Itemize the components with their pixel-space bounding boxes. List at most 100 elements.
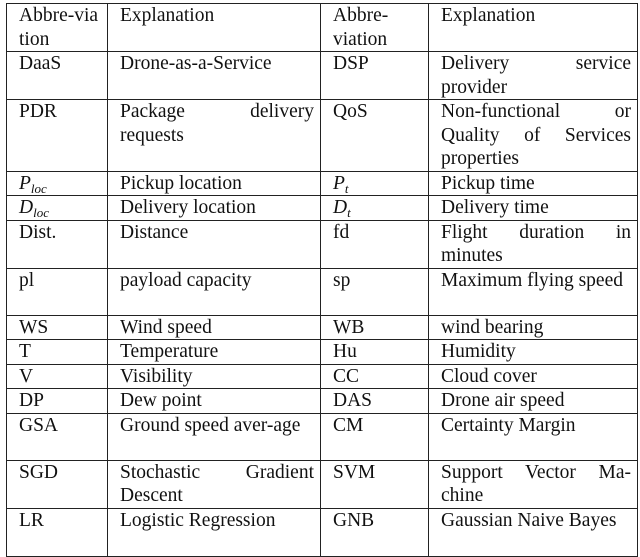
explanation-cell: Maximum flying speed: [428, 267, 638, 316]
abbreviation-cell: DaaS: [6, 51, 108, 100]
abbreviation-subscript: loc: [30, 180, 47, 196]
abbreviation-cell: WB: [320, 314, 429, 340]
abbreviation-cell: DSP: [320, 51, 429, 100]
abbreviation-base: LR: [19, 509, 44, 531]
abbreviation-cell: SGD: [6, 459, 108, 509]
explanation-cell: Package delivery requests: [107, 99, 321, 172]
abbreviation-base: DAS: [333, 390, 373, 411]
explanation-cell: Pickup location: [107, 170, 321, 196]
abbreviation-base: DP: [19, 390, 44, 411]
header-abbreviation-2: Abbre-viation: [320, 3, 429, 52]
abbreviation: CC: [333, 366, 359, 387]
abbreviation-cell: Dt: [320, 195, 429, 221]
table-row: Ploc Pickup location Pt Pickup time: [6, 170, 638, 196]
explanation-cell: Distance: [107, 219, 321, 269]
abbreviation-base: fd: [333, 221, 350, 243]
header-abbreviation: Abbre-viation: [6, 3, 108, 52]
abbreviation: GSA: [19, 415, 58, 436]
abbreviation-base: DaaS: [19, 53, 62, 74]
abbreviation-base: SGD: [19, 461, 59, 483]
abbreviation-cell: WS: [6, 314, 108, 340]
header-row: Abbre-viation Explanation Abbre-viation …: [6, 3, 638, 52]
abbreviation-cell: fd: [320, 219, 429, 269]
abbreviation-base: WS: [19, 316, 49, 338]
abbreviation-cell: PDR: [6, 99, 108, 172]
abbreviation-base: P: [19, 172, 31, 194]
explanation-cell: Delivery time: [428, 195, 638, 221]
abbreviation-cell: DAS: [320, 388, 429, 414]
abbreviation-cell: CM: [320, 412, 429, 461]
table-row: PDR Package delivery requests QoS Non-funct…: [6, 99, 638, 172]
abbreviation: Hu: [333, 341, 357, 362]
abbreviation-cell: SVM: [320, 459, 429, 509]
explanation-cell: Visibility: [107, 363, 321, 389]
abbreviation-subscript: t: [344, 180, 349, 196]
abbreviation-cell: GNB: [320, 507, 429, 557]
table-row: GSA Ground speed aver-age CM Certainty Marg…: [6, 412, 638, 461]
abbreviation: Ploc: [19, 172, 47, 196]
abbreviation-base: P: [333, 172, 345, 194]
table-row: DaaS Drone-as-a-Service DSP Delivery servic…: [6, 51, 638, 100]
abbreviation-cell: Hu: [320, 339, 429, 365]
explanation-cell: Wind speed: [107, 314, 321, 340]
table-row: Dloc Delivery location Dt Delivery time: [6, 195, 638, 221]
abbreviation: Dloc: [19, 197, 49, 219]
abbreviation: GNB: [333, 510, 374, 531]
explanation-cell: Ground speed aver-age: [107, 412, 321, 461]
abbreviation-table: Abbre-viation Explanation Abbre-viation …: [6, 3, 638, 557]
abbreviation: Dt: [333, 197, 351, 220]
abbreviation-subscript: t: [347, 205, 351, 220]
explanation-cell: Stochastic Gradient Descent: [107, 459, 321, 509]
abbreviation-base: DSP: [333, 53, 369, 74]
explanation-cell: Gaussian Naive Bayes: [428, 507, 638, 557]
abbreviation: QoS: [333, 101, 368, 122]
abbreviation: pl: [19, 270, 34, 291]
abbreviation: Pt: [333, 172, 349, 196]
explanation-cell: Drone-as-a-Service: [107, 51, 321, 100]
abbreviation-cell: QoS: [320, 99, 429, 172]
abbreviation-cell: sp: [320, 267, 429, 316]
abbreviation: DAS: [333, 390, 372, 411]
table-row: WS Wind speed WB wind bearing: [6, 314, 638, 340]
table-row: SGD Stochastic Gradient Descent SVM Support…: [6, 459, 638, 509]
header-explanation-2: Explanation: [428, 3, 638, 52]
header-abbreviation-text: Abbre-viation: [19, 5, 99, 50]
abbreviation-base: CM: [333, 414, 364, 436]
explanation-cell: Delivery service provider: [428, 51, 638, 100]
explanation-cell: Logistic Regression: [107, 507, 321, 557]
explanation-cell: Delivery location: [107, 195, 321, 221]
abbreviation-base: Dist.: [19, 221, 57, 243]
table-row: V Visibility CC Cloud cover: [6, 363, 638, 389]
explanation-cell: Certainty Margin: [428, 412, 638, 461]
abbreviation-base: SVM: [333, 461, 376, 483]
abbreviation-base: CC: [333, 365, 360, 387]
table-row: LR Logistic Regression GNB Gaussian Naive B…: [6, 507, 638, 557]
abbreviation: T: [19, 341, 31, 362]
abbreviation: LR: [19, 510, 44, 531]
abbreviation: fd: [333, 222, 349, 243]
explanation-cell: Flight duration in minutes: [428, 219, 638, 269]
abbreviation-cell: Ploc: [6, 170, 108, 196]
explanation-cell: Support Vector Ma-chine: [428, 459, 638, 509]
explanation-cell: wind bearing: [428, 314, 638, 340]
abbreviation-base: WB: [333, 316, 365, 338]
abbreviation-base: PDR: [19, 101, 57, 122]
abbreviation-cell: Pt: [320, 170, 429, 196]
explanation-cell: Non-functional or Quality of Services pr…: [428, 99, 638, 172]
abbreviation-base: pl: [19, 269, 35, 291]
explanation-cell: Pickup time: [428, 170, 638, 196]
abbreviation: WB: [333, 317, 364, 338]
header-abbreviation-text-2: Abbre-viation: [333, 5, 389, 50]
abbreviation: PDR: [19, 101, 57, 122]
explanation-cell: Dew point: [107, 388, 321, 414]
abbreviation-cell: Dist.: [6, 219, 108, 269]
explanation-cell: Humidity: [428, 339, 638, 365]
abbreviation-cell: CC: [320, 363, 429, 389]
abbreviation: sp: [333, 270, 350, 291]
header-explanation: Explanation: [107, 3, 321, 52]
explanation-cell: payload capacity: [107, 267, 321, 316]
abbreviation-base: QoS: [333, 101, 368, 122]
abbreviation-base: D: [333, 197, 348, 218]
abbreviation-base: Hu: [333, 341, 357, 362]
abbreviation-base: GNB: [333, 509, 375, 531]
